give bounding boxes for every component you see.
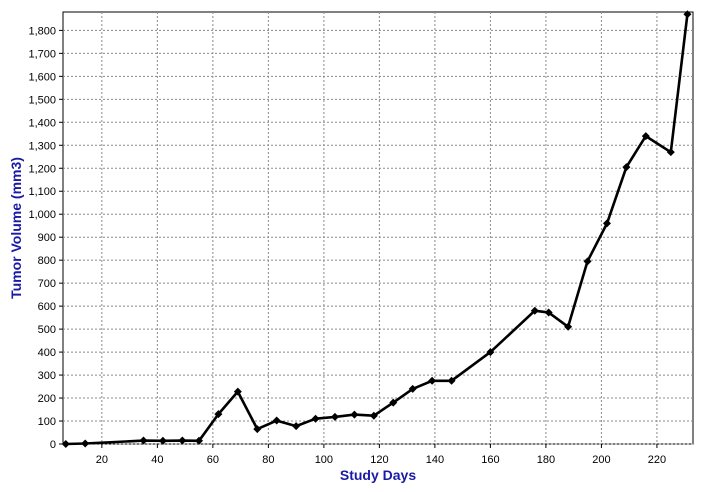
data-point <box>564 322 573 331</box>
y-tick-label: 0 <box>50 439 56 451</box>
data-point <box>622 163 631 172</box>
data-point <box>61 440 70 448</box>
y-tick-label: 1,600 <box>28 71 56 83</box>
x-axis-title: Study Days <box>340 467 416 483</box>
y-tick-label: 800 <box>38 255 56 267</box>
x-tick-label: 160 <box>481 454 499 466</box>
data-point <box>194 436 203 445</box>
x-tick-label: 20 <box>96 454 108 466</box>
data-point <box>641 132 650 141</box>
data-point <box>583 257 592 266</box>
x-tick-label: 220 <box>648 454 666 466</box>
y-tick-label: 900 <box>38 232 56 244</box>
data-point <box>408 384 417 393</box>
y-tick-label: 300 <box>38 370 56 382</box>
y-tick-label: 1,800 <box>28 25 56 37</box>
y-tick-label: 1,400 <box>28 117 56 129</box>
y-tick-label: 1,000 <box>28 209 56 221</box>
data-point <box>158 436 167 445</box>
y-axis-ticks: 0 100 200 300 400 500 600 700 800 900 1,000 1,100 1,… <box>28 25 63 451</box>
y-tick-label: 200 <box>38 393 56 405</box>
x-tick-label: 80 <box>262 454 274 466</box>
y-tick-label: 700 <box>38 278 56 290</box>
y-tick-label: 1,100 <box>28 186 56 198</box>
y-tick-label: 600 <box>38 301 56 313</box>
x-tick-label: 180 <box>537 454 555 466</box>
data-point <box>330 412 339 421</box>
x-tick-label: 200 <box>592 454 610 466</box>
data-point <box>544 308 553 317</box>
data-point <box>530 306 539 315</box>
y-tick-label: 1,200 <box>28 163 56 175</box>
y-tick-label: 400 <box>38 347 56 359</box>
grid-lines <box>63 12 693 445</box>
data-point <box>178 436 187 445</box>
data-point <box>447 376 456 385</box>
data-point <box>350 410 359 419</box>
x-tick-label: 140 <box>426 454 444 466</box>
data-point <box>486 348 495 357</box>
data-point <box>683 10 692 19</box>
y-tick-label: 500 <box>38 324 56 336</box>
y-tick-label: 1,700 <box>28 48 56 60</box>
data-point <box>311 414 320 423</box>
data-point <box>666 148 675 157</box>
data-point <box>428 376 437 385</box>
y-axis-title: Tumor Volume (mm3) <box>8 157 24 299</box>
plot-area <box>62 11 694 445</box>
data-point <box>389 398 398 407</box>
x-tick-label: 120 <box>370 454 388 466</box>
x-axis-ticks: 20 40 60 80 100 120 140 160 180 200 220 <box>96 444 666 466</box>
data-point <box>233 387 242 396</box>
y-tick-label: 1,300 <box>28 140 56 152</box>
data-point <box>369 411 378 420</box>
series-layer <box>61 10 692 448</box>
x-tick-label: 60 <box>207 454 219 466</box>
data-point <box>139 436 148 445</box>
y-tick-label: 100 <box>38 416 56 428</box>
data-point <box>253 425 262 434</box>
x-tick-label: 40 <box>151 454 163 466</box>
data-point <box>81 439 90 448</box>
y-tick-label: 1,500 <box>28 94 56 106</box>
x-tick-label: 100 <box>315 454 333 466</box>
data-point <box>272 416 281 425</box>
data-point <box>292 422 301 431</box>
data-point <box>214 410 223 419</box>
data-point <box>602 219 611 228</box>
